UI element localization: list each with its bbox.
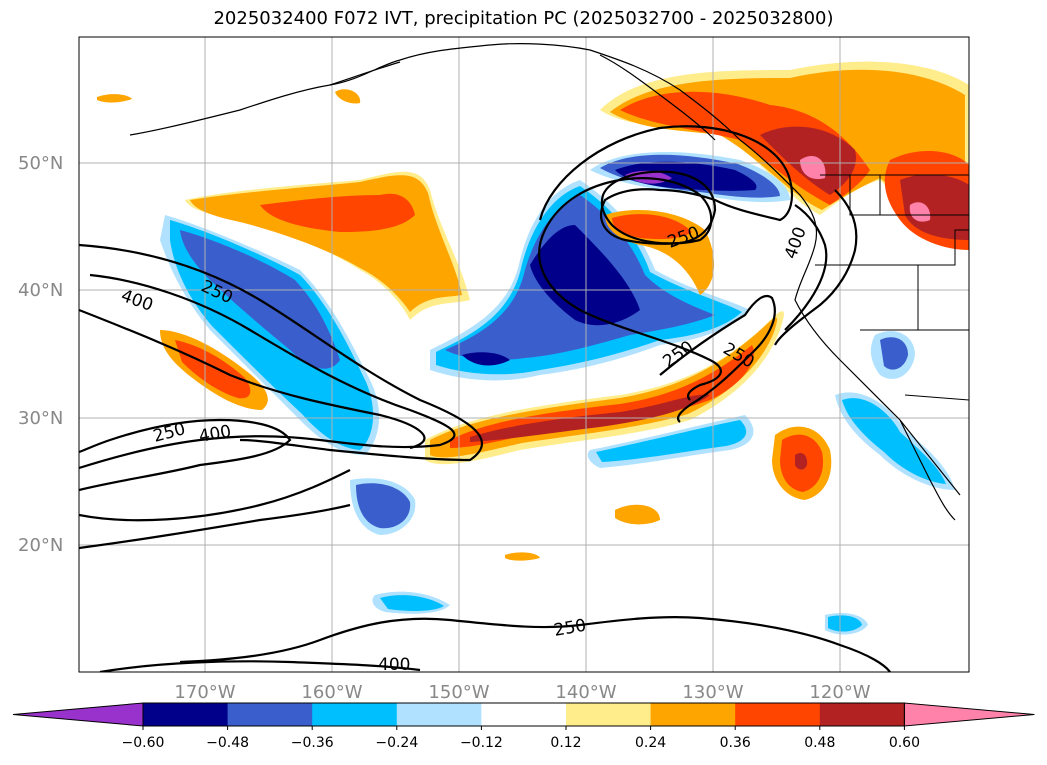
- lon-label: 170°W: [174, 682, 235, 703]
- lon-label: 130°W: [682, 682, 743, 703]
- colorbar-extend-min: [12, 702, 144, 727]
- precip-positive-center-red: [612, 214, 692, 240]
- ivt-contour-250-inner: [79, 418, 292, 492]
- precip-south-blob-darkred: [795, 453, 808, 470]
- precip-small-orange-4: [335, 89, 361, 104]
- colorbar-segment: [819, 703, 905, 726]
- map-layers: 400 250 250 400 250 250 250 400 250 400: [79, 37, 969, 675]
- colorbar-tick-label: 0.48: [804, 735, 835, 751]
- precip-river-red: [450, 345, 754, 448]
- colorbar-tick-label: −0.36: [291, 735, 334, 751]
- ivt-contour-250-west: [79, 273, 456, 470]
- precip-small-orange-1: [615, 504, 660, 525]
- precip-fields: [97, 61, 969, 635]
- contour-label: 400: [378, 655, 410, 675]
- ivt-contour-tropic-400: [99, 660, 421, 672]
- colorbar-segment: [312, 703, 398, 726]
- colorbar-tick-label: 0.36: [720, 735, 751, 751]
- colorbar-tick-label: −0.60: [122, 735, 165, 751]
- lat-label: 20°N: [18, 535, 63, 556]
- ivt-contour-400-inner: [79, 308, 426, 450]
- colorbar-tick-label: 0.60: [889, 735, 920, 751]
- precip-socal-mb: [880, 337, 908, 370]
- colorbar-tick-label: −0.12: [460, 735, 503, 751]
- colorbar-tick-label: 0.24: [635, 735, 666, 751]
- colorbar-segment: [227, 703, 313, 726]
- borders: [815, 174, 969, 401]
- precip-small-orange-3: [97, 94, 132, 103]
- ivt-contour-tropic-250: [179, 616, 891, 672]
- precip-negative-south-lb: [596, 420, 747, 462]
- latitude-labels: 50°N 40°N 30°N 20°N: [18, 153, 63, 556]
- colorbar: −0.60 −0.48 −0.36 −0.24 −0.12 0.12 0.24 0.36 0.4…: [12, 702, 1035, 751]
- lon-label: 150°W: [428, 682, 489, 703]
- colorbar-segment: [143, 703, 229, 726]
- ivt-contour-coast-400: [784, 204, 828, 331]
- ivt-contour-river-250: [659, 294, 776, 423]
- precip-negative-cyclone-db: [530, 225, 640, 326]
- colorbar-segment: [650, 703, 736, 726]
- colorbar-outline: [142, 702, 905, 727]
- graticule: [79, 37, 969, 672]
- precip-pnw-pink: [800, 156, 826, 180]
- ivt-contours: [79, 125, 891, 672]
- map-frame: [78, 36, 970, 673]
- colorbar-tick-label: 0.12: [550, 735, 581, 751]
- precip-central-red: [260, 193, 415, 232]
- ivt-contour-cyclone-inner: [600, 170, 717, 245]
- longitude-labels: 170°W 160°W 150°W 140°W 130°W 120°W: [174, 682, 870, 703]
- colorbar-tick-label: −0.48: [206, 735, 249, 751]
- precip-tropic-lb: [380, 595, 444, 611]
- lat-label: 50°N: [18, 153, 63, 174]
- colorbar-segment: [566, 703, 652, 726]
- precip-hawaii-mb: [356, 483, 411, 529]
- precip-positive-west-red: [175, 340, 251, 399]
- precip-idaho-darkred: [900, 174, 969, 240]
- ivt-contour-250-south: [79, 503, 351, 550]
- lon-label: 160°W: [301, 682, 362, 703]
- precip-idaho-pink: [909, 202, 931, 222]
- ivt-contour-400-south: [79, 469, 351, 522]
- colorbar-segment: [396, 703, 482, 726]
- lat-label: 40°N: [18, 280, 63, 301]
- precip-baja-lb: [842, 398, 946, 484]
- ivt-contour-400-west: [79, 243, 483, 462]
- precip-small-orange-2: [505, 552, 540, 561]
- precip-east-tropic-lb: [828, 615, 862, 632]
- colorbar-segment: [481, 703, 567, 726]
- map-title: 2025032400 F072 IVT, precipitation PC (2…: [213, 8, 834, 29]
- ivt-contour-coast-250: [774, 189, 858, 346]
- lat-label: 30°N: [18, 408, 63, 429]
- colorbar-segment: [735, 703, 821, 726]
- lon-label: 140°W: [555, 682, 616, 703]
- precip-negative-cyclone-db2: [462, 352, 510, 366]
- colorbar-extend-max: [903, 702, 1035, 727]
- colorbar-tick-label: −0.24: [375, 735, 418, 751]
- lon-label: 120°W: [809, 682, 870, 703]
